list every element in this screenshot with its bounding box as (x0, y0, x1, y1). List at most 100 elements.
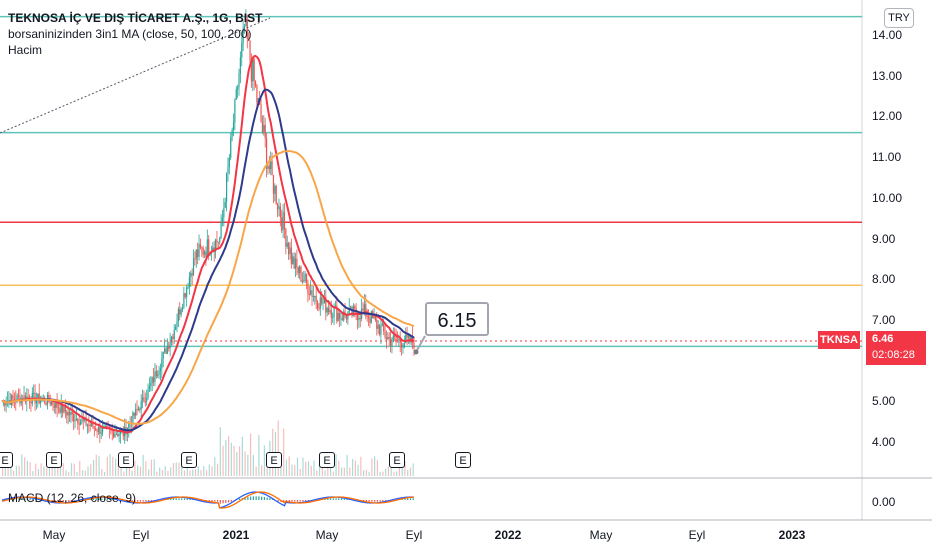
volume-indicator-label[interactable]: Hacim (8, 43, 43, 57)
earnings-badge[interactable]: E (0, 452, 13, 468)
candlesticks[interactable] (2, 9, 415, 444)
earnings-badge[interactable]: E (266, 452, 282, 468)
earnings-badge[interactable]: E (118, 452, 134, 468)
candle-body (381, 323, 383, 327)
candle-body (373, 316, 375, 319)
earnings-badge[interactable]: E (389, 452, 405, 468)
candle-body (214, 239, 217, 253)
candle-body (8, 400, 10, 402)
candle-body (347, 312, 349, 320)
candle-body (384, 331, 386, 338)
candle-body (172, 336, 174, 339)
volume-bar (407, 469, 409, 476)
candle-body (49, 401, 51, 405)
macd-histogram-bar (368, 500, 370, 502)
time-tick-label: Eyl (405, 528, 423, 542)
volume-bar (65, 470, 67, 476)
candle-body (141, 397, 144, 401)
macd-histogram-bar (269, 498, 271, 500)
volume-bar (148, 469, 150, 476)
candle-body (362, 308, 364, 311)
candle-body (345, 315, 348, 320)
last-price: 6.46 (872, 333, 894, 345)
volume-bar (313, 460, 315, 476)
macd-histogram-bar (288, 500, 290, 502)
candle-body (71, 411, 73, 415)
candle-body (144, 401, 146, 403)
candle-body (206, 239, 208, 257)
volume-bar (216, 463, 219, 476)
candle-body (403, 343, 405, 347)
candle-body (115, 434, 117, 436)
time-tick-label: May (42, 528, 66, 542)
candle-body (293, 256, 295, 269)
candle-body (340, 318, 342, 320)
candle-body (385, 337, 388, 340)
macd-histogram-bar (404, 498, 406, 500)
currency-button[interactable]: TRY (884, 8, 914, 28)
volume-bar (18, 465, 20, 476)
candle-body (241, 43, 243, 58)
candle-body (181, 307, 184, 310)
macd-histogram-bar (230, 500, 232, 502)
candle-body (12, 395, 14, 399)
candle-body (319, 297, 321, 309)
candle-body (238, 73, 240, 88)
earnings-badge[interactable]: E (46, 452, 62, 468)
ma50-line (1, 54, 415, 434)
macd-histogram-bar (170, 498, 172, 500)
candle-body (119, 431, 122, 435)
volume-bar (153, 459, 155, 476)
candle-body (95, 428, 97, 431)
candle-body (137, 408, 140, 410)
ma200-line (1, 150, 415, 425)
candle-body (136, 409, 138, 411)
callout-anchor[interactable] (413, 349, 419, 355)
macd-indicator-label[interactable]: MACD (12, 26, close, 9) (8, 491, 137, 505)
candle-body (60, 403, 62, 413)
price-callout[interactable]: 6.15 (425, 302, 489, 336)
volume-bar (385, 468, 387, 476)
macd-histogram-bar (371, 500, 373, 502)
earnings-badge[interactable]: E (455, 452, 471, 468)
earnings-badge[interactable]: E (181, 452, 197, 468)
symbol-title[interactable]: TEKNOSA İÇ VE DIŞ TİCARET A.Ş., 1G, BIST (8, 11, 263, 25)
candle-body (405, 334, 407, 344)
volume-bar (123, 471, 125, 476)
earnings-badge[interactable]: E (319, 452, 335, 468)
candle-body (208, 239, 210, 255)
candle-body (147, 389, 149, 398)
price-tick-label: 7.00 (872, 312, 896, 327)
ma-indicator-label[interactable]: borsaninizinden 3in1 MA (close, 50, 100,… (8, 27, 252, 41)
candle-body (318, 308, 320, 310)
trend-line[interactable] (0, 17, 271, 134)
volume-bar (241, 436, 243, 476)
candle-body (310, 290, 312, 295)
moving-averages (1, 54, 415, 434)
candle-body (322, 302, 324, 304)
candle-body (154, 371, 156, 383)
candle-body (77, 418, 79, 424)
price-tick-label: 14.00 (872, 28, 903, 42)
volume-bar (327, 462, 329, 476)
macd-histogram-bar (35, 498, 37, 500)
volume-bar (324, 470, 326, 476)
macd-histogram-bar (73, 500, 75, 502)
candle-body (374, 316, 377, 320)
candle-body (183, 293, 185, 308)
volume-bar (106, 456, 108, 476)
macd-histogram-bar (98, 498, 100, 500)
candle-body (101, 427, 104, 433)
horizontal-levels[interactable] (0, 15, 862, 348)
candle-body (66, 411, 68, 416)
candle-body (378, 325, 381, 335)
macd-histogram-bar (329, 498, 332, 500)
volume-bar (7, 467, 9, 476)
candle-body (329, 310, 331, 313)
candle-body (152, 377, 155, 383)
candle-body (104, 426, 106, 428)
candle-body (186, 287, 188, 297)
volume-bar (203, 466, 205, 476)
candle-body (278, 206, 280, 210)
